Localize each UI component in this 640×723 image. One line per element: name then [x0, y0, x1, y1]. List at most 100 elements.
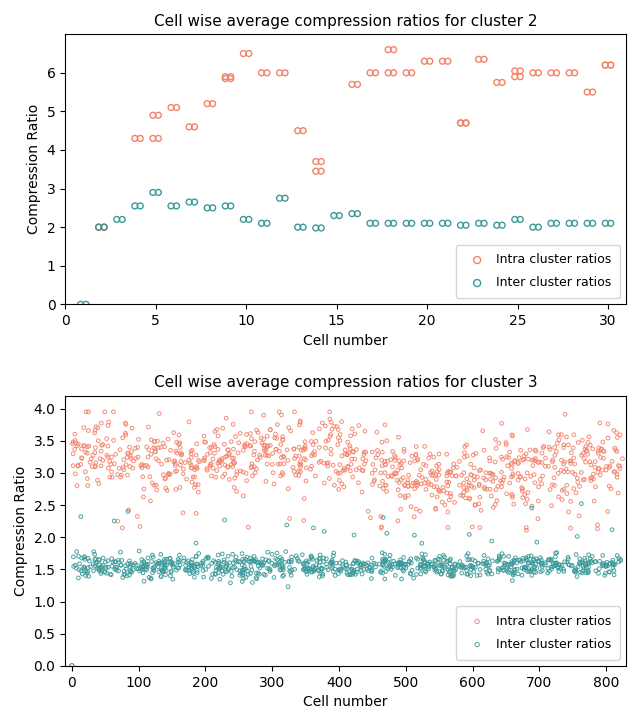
- Inter cluster ratios: [468, 562, 479, 573]
- Inter cluster ratios: [506, 561, 516, 573]
- Inter cluster ratios: [96, 562, 106, 573]
- Inter cluster ratios: [170, 558, 180, 570]
- Intra cluster ratios: [530, 444, 540, 455]
- Inter cluster ratios: [348, 557, 358, 569]
- Intra cluster ratios: [508, 492, 518, 503]
- Intra cluster ratios: [594, 463, 604, 474]
- Inter cluster ratios: [157, 565, 168, 577]
- Inter cluster ratios: [269, 560, 280, 571]
- Intra cluster ratios: [409, 511, 419, 523]
- Inter cluster ratios: [155, 557, 165, 568]
- Intra cluster ratios: [223, 444, 233, 455]
- Point: [220, 200, 230, 212]
- Intra cluster ratios: [522, 467, 532, 479]
- Intra cluster ratios: [390, 450, 400, 461]
- Intra cluster ratios: [509, 456, 520, 468]
- Point: [365, 67, 375, 79]
- Intra cluster ratios: [226, 436, 236, 448]
- Intra cluster ratios: [559, 456, 570, 468]
- Intra cluster ratios: [596, 443, 606, 455]
- Inter cluster ratios: [449, 558, 460, 570]
- Intra cluster ratios: [105, 471, 115, 483]
- Intra cluster ratios: [224, 474, 234, 485]
- Point: [417, 537, 427, 549]
- Inter cluster ratios: [188, 554, 198, 565]
- Intra cluster ratios: [324, 473, 335, 484]
- Inter cluster ratios: [499, 564, 509, 576]
- Inter cluster ratios: [345, 569, 355, 581]
- Intra cluster ratios: [387, 461, 397, 473]
- Intra cluster ratios: [213, 430, 223, 442]
- Intra cluster ratios: [309, 449, 319, 461]
- Inter cluster ratios: [108, 556, 118, 568]
- Intra cluster ratios: [328, 459, 339, 471]
- Inter cluster ratios: [439, 560, 449, 571]
- Intra cluster ratios: [300, 440, 310, 452]
- Inter cluster ratios: [419, 560, 429, 572]
- Inter cluster ratios: [107, 560, 117, 572]
- Intra cluster ratios: [525, 471, 536, 482]
- Intra cluster ratios: [118, 454, 129, 466]
- Inter cluster ratios: [110, 556, 120, 568]
- Inter cluster ratios: [239, 560, 250, 572]
- Point: [284, 513, 294, 524]
- Intra cluster ratios: [308, 427, 318, 438]
- Inter cluster ratios: [514, 554, 524, 565]
- Inter cluster ratios: [399, 565, 409, 577]
- Inter cluster ratios: [342, 562, 353, 574]
- Intra cluster ratios: [579, 453, 589, 464]
- Intra cluster ratios: [425, 448, 435, 460]
- Inter cluster ratios: [566, 560, 577, 572]
- Intra cluster ratios: [186, 445, 196, 457]
- Intra cluster ratios: [389, 467, 399, 479]
- Intra cluster ratios: [122, 469, 132, 481]
- Intra cluster ratios: [490, 472, 500, 484]
- Inter cluster ratios: [500, 557, 511, 569]
- Intra cluster ratios: [247, 458, 257, 470]
- Inter cluster ratios: [550, 551, 561, 562]
- Inter cluster ratios: [385, 558, 395, 570]
- Intra cluster ratios: [481, 474, 491, 485]
- Point: [365, 512, 376, 523]
- Intra cluster ratios: [467, 521, 477, 533]
- Intra cluster ratios: [91, 421, 101, 432]
- Inter cluster ratios: [203, 551, 213, 562]
- Intra cluster ratios: [586, 472, 596, 484]
- Point: [365, 218, 375, 229]
- Inter cluster ratios: [460, 562, 470, 573]
- Point: [401, 218, 412, 229]
- Inter cluster ratios: [260, 569, 271, 581]
- Intra cluster ratios: [425, 56, 435, 67]
- Inter cluster ratios: [225, 557, 235, 568]
- Inter cluster ratios: [482, 567, 492, 578]
- Intra cluster ratios: [556, 465, 566, 476]
- Inter cluster ratios: [453, 559, 463, 570]
- Inter cluster ratios: [269, 572, 279, 583]
- Inter cluster ratios: [218, 568, 228, 580]
- Intra cluster ratios: [283, 455, 293, 466]
- Inter cluster ratios: [508, 568, 518, 580]
- Intra cluster ratios: [338, 465, 348, 476]
- Inter cluster ratios: [580, 552, 590, 564]
- Inter cluster ratios: [499, 565, 509, 576]
- Intra cluster ratios: [173, 438, 184, 450]
- Inter cluster ratios: [223, 562, 234, 574]
- Intra cluster ratios: [76, 443, 86, 455]
- Inter cluster ratios: [512, 557, 522, 568]
- Intra cluster ratios: [431, 469, 441, 480]
- Intra cluster ratios: [590, 461, 600, 473]
- Intra cluster ratios: [481, 467, 491, 479]
- Inter cluster ratios: [348, 568, 358, 579]
- Intra cluster ratios: [469, 482, 479, 493]
- Point: [220, 73, 230, 85]
- Inter cluster ratios: [97, 560, 108, 571]
- Inter cluster ratios: [442, 556, 452, 568]
- Inter cluster ratios: [579, 562, 589, 574]
- Inter cluster ratios: [465, 570, 476, 581]
- Inter cluster ratios: [138, 564, 148, 576]
- Intra cluster ratios: [431, 503, 441, 515]
- Intra cluster ratios: [278, 450, 288, 462]
- Inter cluster ratios: [552, 547, 562, 558]
- Inter cluster ratios: [466, 564, 476, 576]
- Inter cluster ratios: [198, 555, 208, 567]
